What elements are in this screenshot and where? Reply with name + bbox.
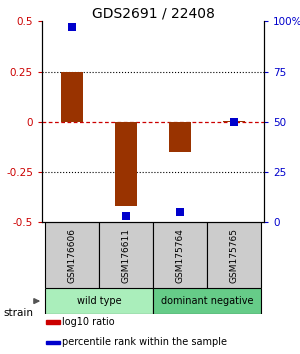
- Bar: [153, 222, 207, 288]
- Bar: [169, 122, 191, 152]
- Text: dominant negative: dominant negative: [161, 296, 254, 306]
- Text: log10 ratio: log10 ratio: [62, 317, 115, 327]
- Point: [69, 24, 74, 30]
- Point: [232, 119, 237, 125]
- Text: percentile rank within the sample: percentile rank within the sample: [62, 337, 227, 347]
- Text: GSM175765: GSM175765: [230, 228, 239, 283]
- Title: GDS2691 / 22408: GDS2691 / 22408: [92, 6, 214, 20]
- Text: GSM176611: GSM176611: [122, 228, 130, 283]
- Bar: [45, 288, 153, 314]
- Bar: [46, 320, 60, 324]
- Bar: [46, 341, 60, 344]
- Bar: [99, 222, 153, 288]
- Bar: [153, 288, 261, 314]
- Bar: [61, 72, 82, 122]
- Text: GSM176606: GSM176606: [67, 228, 76, 283]
- Bar: [224, 121, 245, 122]
- Bar: [45, 222, 99, 288]
- Text: strain: strain: [3, 308, 33, 318]
- Text: wild type: wild type: [76, 296, 121, 306]
- Text: GSM175764: GSM175764: [176, 228, 184, 283]
- Point: [178, 210, 182, 215]
- Bar: [207, 222, 261, 288]
- Point: [124, 213, 128, 219]
- Bar: [115, 122, 137, 206]
